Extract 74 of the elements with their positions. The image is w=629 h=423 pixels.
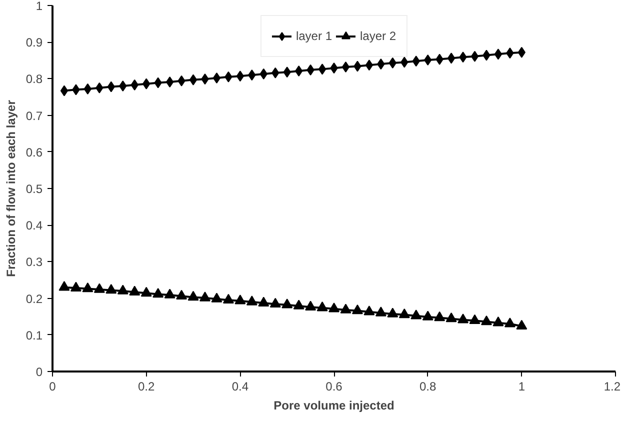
y-tick-label: 0.9 bbox=[26, 36, 43, 50]
point bbox=[60, 85, 68, 96]
point bbox=[318, 64, 326, 75]
point bbox=[410, 310, 422, 320]
y-tick-label: 0.1 bbox=[26, 328, 43, 342]
point bbox=[211, 292, 222, 302]
point bbox=[469, 314, 480, 324]
y-tick-label: 0.2 bbox=[26, 292, 43, 306]
y-tick-label: 1 bbox=[36, 0, 43, 13]
y-tick-label: 0.5 bbox=[26, 182, 43, 196]
point bbox=[246, 296, 258, 306]
point bbox=[375, 306, 386, 316]
point bbox=[293, 300, 304, 310]
y-tick-label: 0 bbox=[36, 365, 43, 379]
x-tick-label: 1 bbox=[518, 380, 526, 394]
point bbox=[188, 290, 199, 301]
point bbox=[434, 311, 446, 322]
point bbox=[364, 306, 375, 316]
point bbox=[199, 292, 210, 302]
point bbox=[166, 76, 174, 88]
y-tick-label: 0.4 bbox=[26, 218, 43, 233]
point bbox=[492, 316, 504, 326]
point bbox=[82, 282, 94, 292]
y-tick-label: 0.3 bbox=[26, 255, 43, 270]
point bbox=[94, 283, 105, 293]
y-tick-label: 0.8 bbox=[26, 72, 43, 86]
point bbox=[398, 308, 410, 318]
point bbox=[480, 315, 492, 326]
point bbox=[340, 304, 352, 314]
y-axis-title: Fraction of flow into each layer bbox=[4, 100, 18, 277]
y-tick-label: 0.7 bbox=[26, 108, 43, 123]
point bbox=[189, 74, 198, 86]
point bbox=[140, 286, 152, 297]
point bbox=[129, 286, 140, 296]
point bbox=[164, 288, 176, 298]
point bbox=[258, 296, 270, 306]
point bbox=[70, 282, 82, 292]
point bbox=[84, 83, 92, 94]
point bbox=[387, 308, 398, 318]
x-tick-label: 0 bbox=[49, 380, 56, 394]
point bbox=[447, 52, 456, 64]
point bbox=[494, 48, 502, 60]
point bbox=[270, 298, 281, 308]
point bbox=[446, 312, 457, 322]
point bbox=[294, 66, 303, 77]
point bbox=[305, 300, 316, 310]
x-tick-label: 1.2 bbox=[604, 380, 621, 394]
point bbox=[504, 318, 516, 328]
point bbox=[222, 294, 234, 304]
x-tick-label: 0.8 bbox=[419, 380, 436, 394]
point bbox=[117, 284, 128, 294]
point bbox=[470, 50, 479, 62]
point bbox=[516, 320, 528, 330]
legend-label: layer 1 bbox=[296, 29, 332, 43]
x-tick-label: 0.4 bbox=[232, 380, 249, 394]
point bbox=[316, 302, 328, 312]
point bbox=[458, 314, 469, 324]
point bbox=[352, 304, 363, 314]
point bbox=[152, 288, 164, 298]
point bbox=[282, 298, 293, 308]
point bbox=[234, 294, 246, 304]
point bbox=[106, 284, 117, 294]
x-tick-label: 0.2 bbox=[138, 380, 155, 394]
point bbox=[342, 61, 350, 72]
legend-label: layer 2 bbox=[360, 29, 396, 43]
point bbox=[212, 72, 221, 84]
y-tick-label: 0.6 bbox=[26, 145, 43, 160]
point bbox=[176, 290, 188, 300]
point bbox=[328, 302, 340, 312]
point bbox=[58, 281, 70, 291]
x-axis-title: Pore volume injected bbox=[274, 398, 394, 412]
point bbox=[422, 310, 434, 320]
point bbox=[365, 60, 374, 71]
x-tick-label: 0.6 bbox=[326, 380, 343, 394]
